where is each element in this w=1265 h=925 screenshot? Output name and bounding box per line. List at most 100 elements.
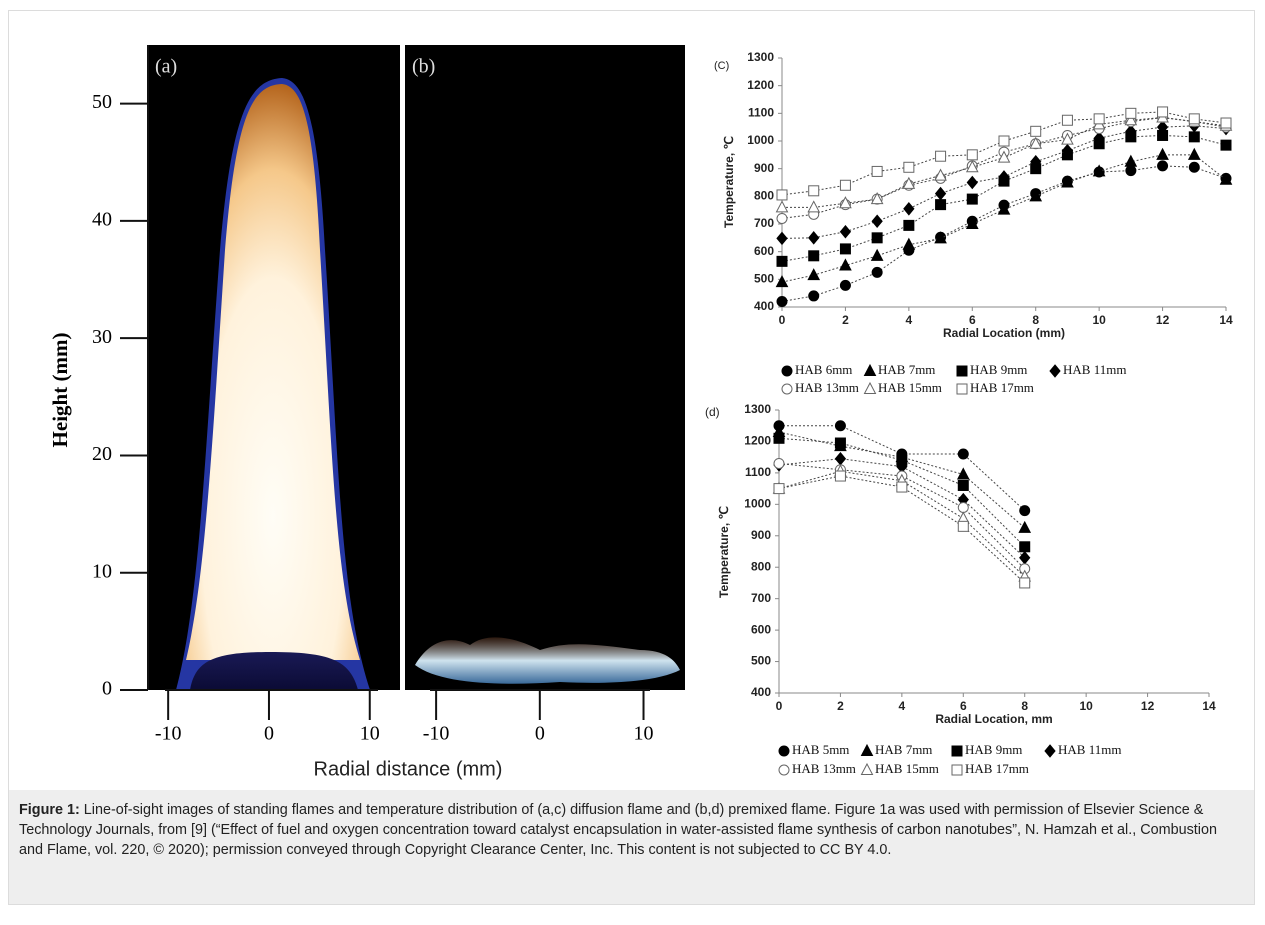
legend-marker bbox=[1049, 364, 1061, 378]
y-tick-label: 800 bbox=[754, 189, 774, 203]
legend-label: HAB 17mm bbox=[965, 761, 1029, 776]
legend-marker bbox=[951, 764, 963, 776]
data-point bbox=[1030, 125, 1042, 137]
data-point bbox=[807, 268, 821, 281]
y-tick-label: 400 bbox=[751, 685, 771, 699]
flame-image-b bbox=[405, 45, 685, 690]
x-tick-label: 10 bbox=[1092, 313, 1106, 327]
x-tick-label: 10 bbox=[1079, 699, 1093, 713]
data-point bbox=[1093, 113, 1105, 125]
panel-label: (b) bbox=[412, 56, 435, 78]
data-point bbox=[1188, 113, 1200, 125]
data-point bbox=[776, 189, 788, 201]
data-point bbox=[871, 266, 883, 278]
data-point bbox=[896, 481, 908, 493]
data-point bbox=[1125, 165, 1137, 177]
flame-base bbox=[190, 652, 358, 690]
y-tick-label: 50 bbox=[92, 91, 112, 113]
data-point bbox=[1219, 172, 1233, 185]
x-tick-label: 0 bbox=[535, 723, 545, 745]
legend-marker bbox=[778, 745, 790, 757]
data-point bbox=[834, 420, 846, 432]
figure-frame bbox=[8, 10, 1255, 905]
x-tick-label: 12 bbox=[1156, 313, 1170, 327]
y-tick-label: 900 bbox=[754, 161, 774, 175]
data-point bbox=[776, 295, 788, 307]
x-tick-label: 14 bbox=[1202, 699, 1216, 713]
data-point bbox=[1157, 160, 1169, 172]
data-point bbox=[1092, 164, 1106, 177]
data-point bbox=[1029, 136, 1043, 149]
data-point bbox=[776, 212, 788, 224]
legend-label: HAB 13mm bbox=[795, 380, 859, 395]
y-axis-title: Temperature, ℃ bbox=[722, 136, 736, 228]
x-tick-label: 0 bbox=[776, 699, 783, 713]
legend-label: HAB 17mm bbox=[970, 380, 1034, 395]
y-tick-label: 800 bbox=[751, 559, 771, 573]
y-tick-label: 0 bbox=[102, 678, 112, 700]
legend-marker bbox=[781, 365, 793, 377]
data-point bbox=[776, 255, 788, 267]
data-point bbox=[935, 150, 947, 162]
x-tick-label: 2 bbox=[842, 313, 849, 327]
y-tick-label: 1100 bbox=[745, 465, 771, 479]
data-point bbox=[966, 175, 978, 190]
data-point bbox=[957, 479, 969, 491]
data-point bbox=[1188, 131, 1200, 143]
data-point bbox=[1156, 120, 1169, 134]
data-point bbox=[1029, 189, 1043, 202]
legend-marker bbox=[1044, 744, 1056, 758]
data-point bbox=[1018, 520, 1032, 533]
data-point bbox=[1061, 114, 1073, 126]
data-point bbox=[902, 176, 916, 189]
x-tick-label: 6 bbox=[960, 699, 967, 713]
data-point bbox=[934, 186, 947, 201]
data-point bbox=[998, 135, 1010, 147]
data-point bbox=[776, 231, 788, 246]
data-point bbox=[808, 290, 820, 302]
data-point bbox=[934, 168, 947, 181]
data-point bbox=[839, 258, 852, 271]
x-tick-label: 2 bbox=[837, 699, 844, 713]
x-tick-label: 8 bbox=[1032, 313, 1039, 327]
data-point bbox=[957, 520, 969, 532]
data-point bbox=[997, 202, 1011, 215]
legend-label: HAB 15mm bbox=[878, 380, 942, 395]
data-point bbox=[998, 170, 1010, 184]
legend-label: HAB 6mm bbox=[795, 362, 852, 377]
data-point bbox=[1061, 175, 1074, 188]
data-point bbox=[1019, 505, 1031, 517]
x-axis-title: Radial distance (mm) bbox=[314, 758, 503, 780]
data-point bbox=[834, 470, 846, 482]
caption: Figure 1: Line-of-sight images of standi… bbox=[9, 790, 1254, 904]
legend-label: HAB 7mm bbox=[878, 362, 935, 377]
x-tick-label: 0 bbox=[264, 723, 274, 745]
x-tick-label: 14 bbox=[1219, 313, 1233, 327]
data-point bbox=[834, 437, 846, 449]
legend-label: HAB 11mm bbox=[1063, 362, 1126, 377]
legend-label: HAB 15mm bbox=[875, 761, 939, 776]
data-point bbox=[775, 275, 789, 288]
y-tick-label: 1300 bbox=[747, 50, 774, 64]
y-tick-label: 500 bbox=[751, 654, 771, 668]
y-tick-label: 1200 bbox=[747, 78, 774, 92]
data-point bbox=[808, 185, 820, 197]
data-point bbox=[1220, 139, 1232, 151]
data-point bbox=[871, 165, 883, 177]
data-point bbox=[902, 237, 916, 250]
y-tick-label: 1300 bbox=[744, 402, 771, 416]
data-point bbox=[807, 200, 821, 213]
data-point bbox=[1019, 541, 1031, 553]
x-axis-title: Radial Location, mm bbox=[935, 712, 1052, 726]
x-tick-label: 10 bbox=[634, 723, 654, 745]
legend-label: HAB 13mm bbox=[792, 761, 856, 776]
legend-marker bbox=[956, 365, 968, 377]
caption-label: Figure 1: bbox=[19, 802, 80, 818]
data-point bbox=[839, 279, 851, 291]
data-point bbox=[965, 216, 979, 229]
data-point bbox=[775, 200, 789, 213]
data-point bbox=[871, 214, 883, 229]
legend-marker bbox=[956, 383, 968, 395]
data-point bbox=[871, 232, 883, 244]
data-point bbox=[903, 202, 915, 216]
